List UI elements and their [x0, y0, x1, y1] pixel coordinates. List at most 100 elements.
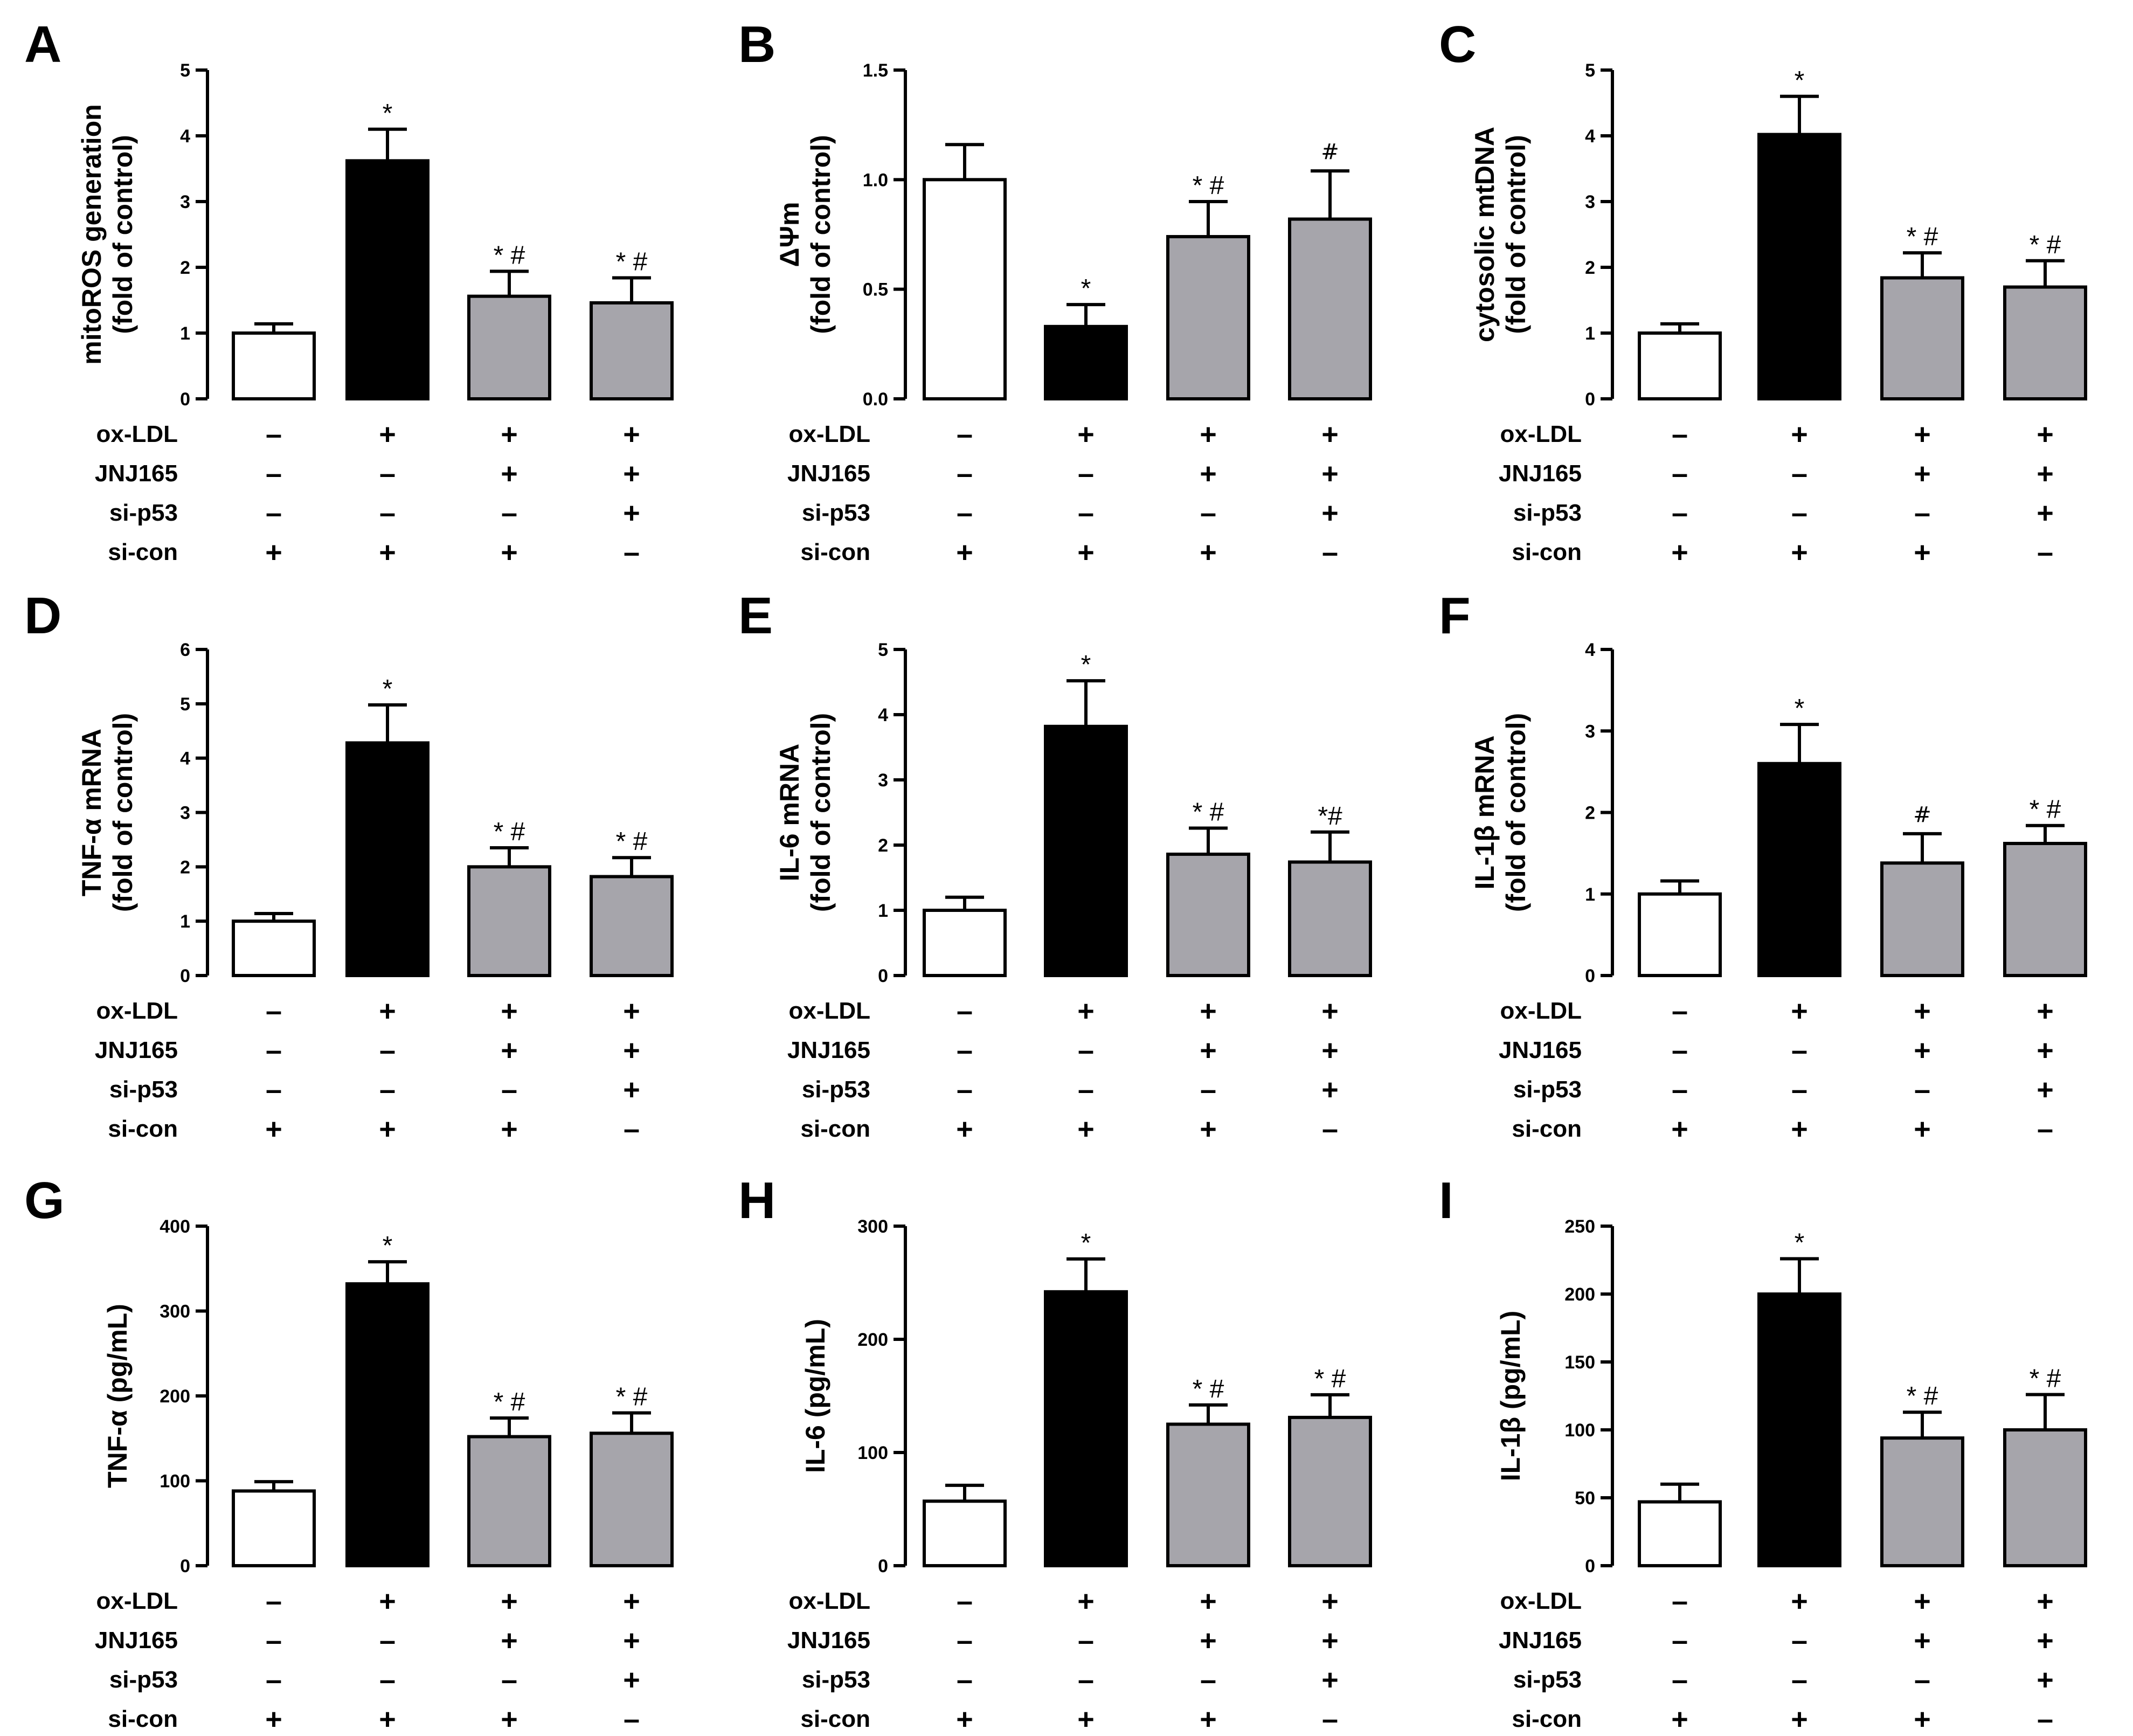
bar [1044, 324, 1128, 400]
significance-marker: * [1081, 274, 1091, 303]
condition-sign: + [1077, 995, 1095, 1027]
condition-label: si-p53 [109, 500, 178, 526]
y-tick-label: 0 [180, 1556, 190, 1576]
y-axis-label: (fold of control) [1501, 713, 1531, 912]
condition-label: si-con [1512, 1706, 1582, 1732]
condition-label: si-p53 [1513, 1666, 1582, 1693]
y-tick-label: 200 [1564, 1284, 1595, 1305]
condition-sign: – [379, 497, 396, 529]
condition-sign: – [1791, 458, 1807, 490]
y-axis-label: mitoROS generation [77, 104, 107, 364]
condition-sign: + [1077, 1113, 1095, 1145]
condition-sign: + [1791, 1585, 1808, 1617]
condition-sign: – [957, 1585, 973, 1617]
panel-b: B 0.0 0.5 1.0 1.5 ΔΨm (fold of control) * * # # ox… [738, 16, 1372, 569]
condition-sign: + [1321, 1074, 1339, 1106]
condition-sign: – [266, 497, 282, 529]
bar [1757, 1292, 1841, 1567]
condition-label: JNJ165 [95, 460, 178, 487]
condition-sign: – [266, 1664, 282, 1696]
condition-sign: + [956, 1703, 973, 1735]
bar [590, 301, 674, 400]
condition-sign: + [1671, 1703, 1688, 1735]
condition-sign: + [2037, 458, 2054, 490]
panel-letter: E [738, 587, 773, 645]
significance-marker: * # [494, 818, 525, 846]
significance-marker: * [1795, 1228, 1805, 1257]
condition-sign: + [1077, 1703, 1095, 1735]
condition-sign: – [1322, 536, 1338, 569]
y-tick-label: 2 [1585, 258, 1595, 278]
condition-sign: + [1791, 1113, 1808, 1145]
panel-f: F 0 1 2 3 4 IL-1β mRNA (fold of control) * # * # ox… [1439, 587, 2087, 1145]
condition-label: ox-LDL [788, 1588, 870, 1614]
condition-sign: + [1321, 1585, 1339, 1617]
condition-sign: + [1914, 1703, 1931, 1735]
condition-sign: – [1078, 1074, 1094, 1106]
condition-sign: – [2037, 1113, 2053, 1145]
condition-label: JNJ165 [787, 460, 870, 487]
condition-label: JNJ165 [95, 1037, 178, 1063]
bar [1044, 724, 1128, 978]
condition-label: si-p53 [802, 500, 870, 526]
y-tick-label: 0.0 [863, 389, 888, 410]
condition-sign: + [501, 458, 518, 490]
bar [1757, 133, 1841, 400]
y-axis-label: (fold of control) [806, 713, 836, 912]
y-axis-label: TNF-α mRNA [77, 729, 107, 896]
condition-sign: – [1791, 497, 1807, 529]
condition-sign: – [1672, 995, 1688, 1027]
condition-label: si-p53 [802, 1666, 870, 1693]
bar [590, 875, 674, 977]
condition-sign: + [501, 1585, 518, 1617]
significance-marker: * [1081, 651, 1091, 679]
condition-sign: – [1914, 1664, 1930, 1696]
y-tick-label: 100 [857, 1443, 888, 1463]
condition-label: si-p53 [109, 1076, 178, 1103]
bar [232, 331, 316, 400]
y-tick-label: 0 [180, 966, 190, 986]
bar [467, 865, 551, 978]
condition-sign: + [956, 1113, 973, 1145]
condition-sign: – [266, 1034, 282, 1067]
condition-label: ox-LDL [788, 998, 870, 1024]
significance-marker: * # [1193, 171, 1224, 200]
condition-sign: + [2037, 1664, 2054, 1696]
condition-sign: + [623, 1034, 640, 1067]
y-tick-label: 50 [1575, 1488, 1595, 1509]
y-tick-label: 0 [1585, 966, 1595, 986]
condition-sign: + [623, 497, 640, 529]
condition-sign: + [501, 1113, 518, 1145]
y-tick-label: 5 [1585, 60, 1595, 81]
condition-sign: + [2037, 418, 2054, 451]
significance-marker: * # [1193, 1375, 1224, 1403]
condition-sign: – [1672, 1585, 1688, 1617]
y-axis-label: (fold of control) [108, 135, 138, 334]
condition-sign: – [379, 1664, 396, 1696]
bar [590, 1431, 674, 1568]
condition-label: si-p53 [109, 1666, 178, 1693]
bar [345, 1282, 430, 1568]
condition-sign: + [1321, 458, 1339, 490]
condition-sign: – [1200, 1664, 1216, 1696]
condition-label: si-con [800, 1116, 870, 1142]
bar [1638, 1500, 1722, 1568]
y-tick-label: 300 [857, 1216, 888, 1237]
condition-sign: + [379, 995, 396, 1027]
y-tick-label: 4 [1585, 126, 1595, 147]
y-tick-label: 2 [1585, 803, 1595, 824]
condition-sign: + [1200, 1113, 1217, 1145]
panel-letter: B [738, 16, 775, 73]
y-tick-label: 3 [180, 192, 190, 212]
bar [2003, 285, 2087, 400]
condition-label: si-con [800, 1706, 870, 1732]
y-tick-label: 5 [878, 640, 888, 660]
condition-sign: – [1914, 1074, 1930, 1106]
condition-sign: – [266, 995, 282, 1027]
condition-sign: + [1914, 418, 1931, 451]
condition-sign: + [1791, 1703, 1808, 1735]
y-axis-label: (fold of control) [806, 135, 836, 334]
condition-sign: – [379, 458, 396, 490]
condition-label: ox-LDL [96, 421, 178, 447]
condition-sign: – [957, 497, 973, 529]
